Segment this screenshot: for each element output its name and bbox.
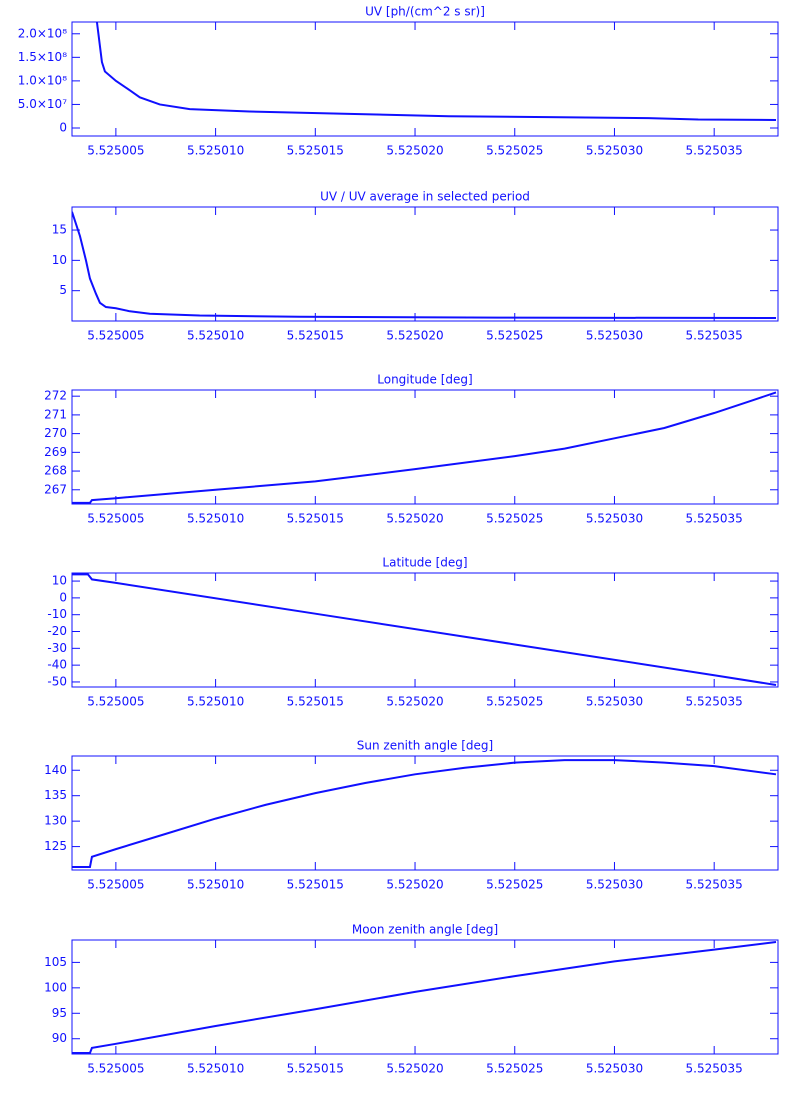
- x-tick-label: 5.525030: [586, 695, 643, 709]
- x-tick-label: 5.525015: [287, 512, 344, 526]
- x-tick-label: 5.525005: [87, 695, 144, 709]
- y-tick-label: 5.0×10⁷: [18, 97, 67, 111]
- y-tick-label: 130: [44, 814, 67, 828]
- y-tick-label: 95: [52, 1006, 67, 1020]
- data-line: [72, 941, 777, 1054]
- plot-frame: [71, 21, 779, 137]
- data-line: [95, 22, 777, 121]
- x-tick-label: 5.525010: [187, 329, 244, 343]
- x-tick-label: 5.525025: [486, 512, 543, 526]
- x-tick-label: 5.525030: [586, 329, 643, 343]
- x-tick-label: 5.525010: [187, 1062, 244, 1076]
- x-tick-label: 5.525015: [287, 695, 344, 709]
- x-tick-label: 5.525010: [187, 695, 244, 709]
- y-tick-label: 0: [59, 590, 67, 604]
- panel-title: UV / UV average in selected period: [320, 190, 530, 204]
- x-tick-label: 5.525020: [386, 144, 443, 158]
- x-tick-label: 5.525030: [586, 144, 643, 158]
- panel-title: Longitude [deg]: [377, 373, 472, 387]
- y-tick-label: 90: [52, 1031, 67, 1045]
- x-tick-label: 5.525010: [187, 144, 244, 158]
- y-tick-label: 270: [44, 426, 67, 440]
- y-tick-label: -40: [47, 658, 67, 672]
- x-tick-label: 5.525015: [287, 878, 344, 892]
- y-tick-label: -20: [47, 624, 67, 638]
- x-tick-label: 5.525035: [686, 878, 743, 892]
- x-tick-label: 5.525010: [187, 512, 244, 526]
- y-tick-label: -50: [47, 674, 67, 688]
- y-tick-label: 105: [44, 955, 67, 969]
- x-tick-label: 5.525005: [87, 878, 144, 892]
- y-tick-label: 1.0×10⁸: [18, 73, 67, 87]
- y-tick-label: 1.5×10⁸: [18, 50, 67, 64]
- panel: Longitude [deg] 267 268 269 270 271 272 5.52500…: [44, 373, 779, 526]
- x-tick-label: 5.525025: [486, 144, 543, 158]
- y-tick-label: 272: [44, 389, 67, 403]
- x-tick-label: 5.525015: [287, 329, 344, 343]
- x-tick-label: 5.525025: [486, 1062, 543, 1076]
- y-tick-label: 269: [44, 445, 67, 459]
- x-tick-label: 5.525030: [586, 1062, 643, 1076]
- x-tick-label: 5.525035: [686, 144, 743, 158]
- x-tick-label: 5.525005: [87, 329, 144, 343]
- x-tick-label: 5.525015: [287, 144, 344, 158]
- x-tick-label: 5.525020: [386, 512, 443, 526]
- x-tick-label: 5.525035: [686, 512, 743, 526]
- y-tick-label: -10: [47, 607, 67, 621]
- x-tick-label: 5.525020: [386, 695, 443, 709]
- x-tick-label: 5.525020: [386, 329, 443, 343]
- plot-frame: [71, 939, 779, 1055]
- x-tick-label: 5.525035: [686, 329, 743, 343]
- y-tick-label: 100: [44, 980, 67, 994]
- panel: Latitude [deg] -50 -40 -30 -20 -10 0 10 5.525005…: [47, 556, 779, 709]
- y-tick-label: 140: [44, 763, 67, 777]
- panel-title: Latitude [deg]: [382, 556, 467, 570]
- x-tick-label: 5.525030: [586, 512, 643, 526]
- x-tick-label: 5.525035: [686, 695, 743, 709]
- data-line: [72, 391, 777, 504]
- y-tick-label: 135: [44, 788, 67, 802]
- panel-title: UV [ph/(cm^2 s sr)]: [365, 5, 485, 19]
- y-tick-label: 0: [59, 120, 67, 134]
- panel: UV / UV average in selected period 5 10 15 5…: [52, 190, 779, 343]
- panel: Moon zenith angle [deg] 90 95 100 105 5.52500…: [44, 923, 779, 1076]
- x-tick-label: 5.525030: [586, 878, 643, 892]
- plot-frame: [71, 389, 779, 505]
- y-tick-label: 268: [44, 464, 67, 478]
- panel: UV [ph/(cm^2 s sr)] 0 5.0×10⁷ 1.0×10⁸ 1.5×10…: [18, 5, 779, 158]
- x-tick-label: 5.525015: [287, 1062, 344, 1076]
- x-tick-label: 5.525005: [87, 1062, 144, 1076]
- x-tick-label: 5.525025: [486, 329, 543, 343]
- plot-frame: [71, 206, 779, 322]
- y-tick-label: -30: [47, 641, 67, 655]
- plot-frame: [71, 755, 779, 871]
- data-line: [72, 211, 777, 319]
- x-tick-label: 5.525035: [686, 1062, 743, 1076]
- x-tick-label: 5.525005: [87, 144, 144, 158]
- y-tick-label: 5: [59, 283, 67, 297]
- x-tick-label: 5.525020: [386, 1062, 443, 1076]
- x-tick-label: 5.525005: [87, 512, 144, 526]
- x-tick-label: 5.525020: [386, 878, 443, 892]
- y-tick-label: 10: [52, 574, 67, 588]
- data-line: [72, 573, 777, 686]
- plot-frame: [71, 572, 779, 688]
- y-tick-label: 267: [44, 482, 67, 496]
- panel-title: Moon zenith angle [deg]: [352, 923, 498, 937]
- y-tick-label: 271: [44, 407, 67, 421]
- y-tick-label: 15: [52, 223, 67, 237]
- y-tick-label: 125: [44, 839, 67, 853]
- x-tick-label: 5.525025: [486, 878, 543, 892]
- x-tick-label: 5.525025: [486, 695, 543, 709]
- x-tick-label: 5.525010: [187, 878, 244, 892]
- panel-title: Sun zenith angle [deg]: [357, 739, 493, 753]
- data-line: [72, 759, 777, 868]
- panel: Sun zenith angle [deg] 125 130 135 140 5.5250…: [44, 739, 779, 892]
- y-tick-label: 2.0×10⁸: [18, 26, 67, 40]
- y-tick-label: 10: [52, 253, 67, 267]
